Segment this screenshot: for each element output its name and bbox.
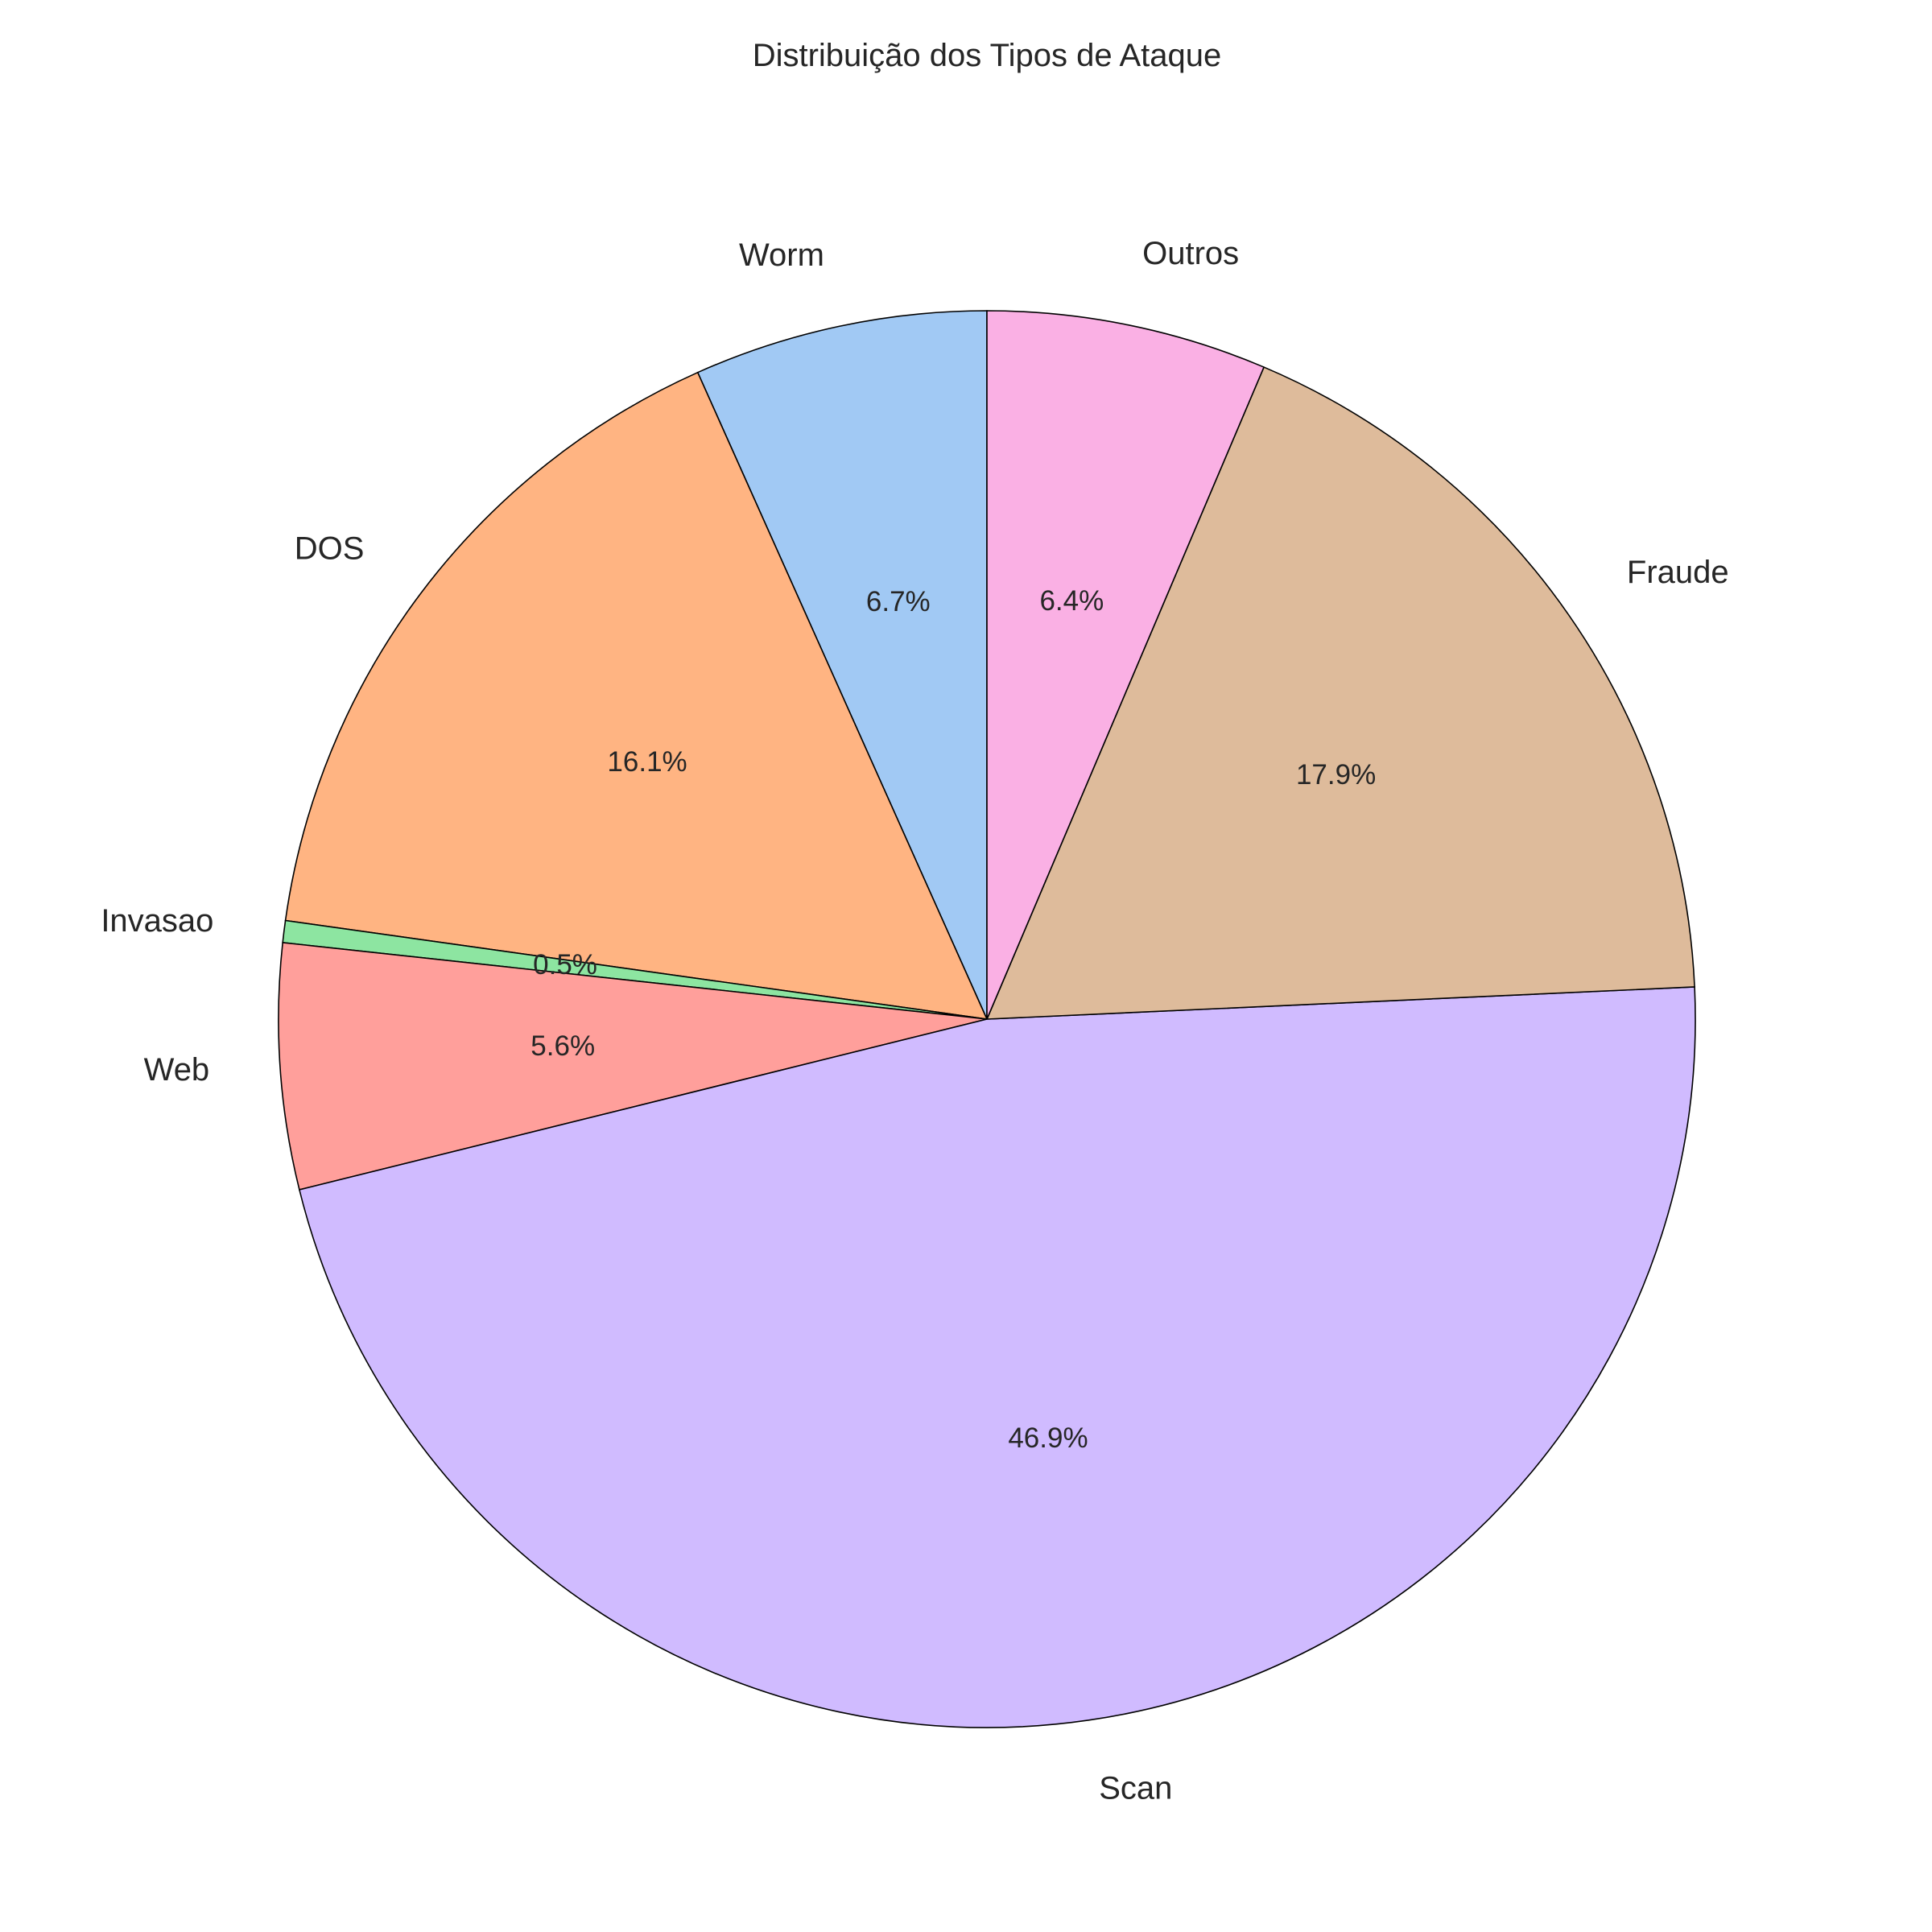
slices-layer [278,310,1696,1728]
pct-label-scan: 46.9% [1008,1422,1088,1454]
pie-slice-dos [284,371,989,1020]
pie-slice-fraude [985,366,1695,1020]
slice-label-dos: DOS [295,531,365,567]
pct-label-outros: 6.4% [1039,585,1104,617]
slice-label-web: Web [144,1052,210,1088]
pct-label-web: 5.6% [530,1030,595,1062]
pie-slice-scan [298,986,1696,1728]
pct-label-dos: 16.1% [607,746,687,778]
slice-label-worm: Worm [739,237,824,273]
pct-label-worm: 6.7% [866,586,931,617]
chart-title: Distribuição dos Tipos de Ataque [753,38,1222,73]
pct-label-invasao: 0.5% [533,949,597,980]
labels-layer: Worm 6.7% DOS 16.1% Invasao 0.5% Web 5.6% Scan 46… [101,236,1728,1806]
pie-slice-web [278,942,988,1191]
pct-label-fraude: 17.9% [1296,759,1376,791]
slice-label-invasao: Invasao [101,903,213,939]
slice-label-outros: Outros [1142,236,1239,271]
pie-slice-outros [986,310,1265,1020]
slice-label-fraude: Fraude [1627,555,1729,590]
pie-slice-worm [696,310,988,1020]
slice-label-scan: Scan [1099,1770,1172,1806]
